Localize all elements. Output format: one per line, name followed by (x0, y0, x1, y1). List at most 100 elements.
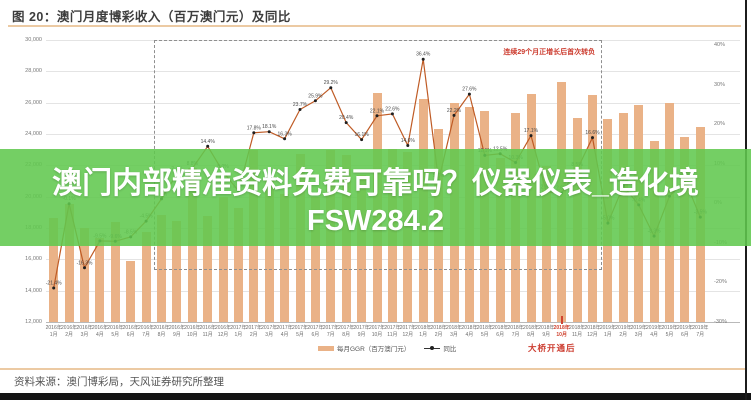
ggr-bar (141, 231, 151, 322)
x-axis-month-label: 2016年 9月 (168, 325, 185, 338)
right-axis-tick-label: 40% (714, 42, 726, 48)
x-axis-month-label: 2018年 4月 (461, 325, 478, 338)
yoy-point-label: 17.8% (247, 125, 262, 131)
x-axis-month-label: 2017年 8月 (338, 325, 355, 338)
yoy-point (452, 113, 456, 117)
x-axis-month-label: 2018年 2月 (430, 325, 447, 338)
yoy-point-label: 16.1% (355, 132, 370, 138)
yoy-point (267, 130, 271, 134)
yoy-point (390, 112, 394, 116)
yoy-point (591, 136, 594, 140)
x-axis-month-label: 2019年 5月 (661, 325, 678, 338)
x-axis-month-label: 2016年 5月 (107, 325, 124, 338)
ggr-bar (218, 197, 228, 322)
right-axis-tick-label: 20% (714, 121, 726, 128)
yoy-point-label: 16.3% (278, 131, 293, 137)
footer-divider (0, 368, 746, 370)
x-axis-month-label: 2018年 10月 (553, 325, 570, 338)
yoy-point-label: 20.4% (339, 115, 354, 121)
legend-item-ggr: 每月GGR（百万澳门元） (318, 343, 410, 353)
yoy-point (406, 144, 410, 147)
x-axis-month-label: 2018年 12月 (584, 325, 601, 338)
yoy-point-label: 29.2% (324, 80, 339, 86)
x-axis-month-label: 2017年 6月 (307, 325, 324, 338)
x-axis-month-label: 2016年 2月 (61, 325, 78, 338)
yoy-point-label: 16.6% (585, 130, 600, 136)
figure-title: 图 20：澳门月度博彩收入（百万澳门元）及同比 (12, 10, 291, 24)
gridline (46, 102, 740, 104)
legend: 每月GGR（百万澳门元） 同比 (318, 343, 456, 353)
x-axis-month-label: 2017年 4月 (276, 325, 293, 338)
yoy-point-label: 14.6% (401, 138, 416, 144)
x-axis-month-label: 2017年 10月 (368, 325, 386, 338)
left-axis-tick-label: 26,000 (25, 99, 42, 106)
x-axis-month-label: 2016年 7月 (138, 325, 155, 338)
x-axis-month-label: 2016年 10月 (184, 325, 201, 338)
gridline (46, 322, 740, 323)
x-axis-month-label: 2016年 4月 (91, 325, 108, 338)
ggr-bar (126, 261, 136, 322)
x-axis-month-label: 2016年 8月 (153, 325, 170, 338)
x-axis-month-label: 2019年 3月 (630, 325, 647, 338)
x-axis-month-label: 2018年 8月 (522, 325, 540, 338)
ggr-bar (357, 174, 367, 322)
x-axis-month-label: 2018年 9月 (538, 325, 555, 338)
ggr-bar (95, 238, 105, 322)
yoy-point (329, 86, 333, 90)
x-axis-month-label: 2016年 3月 (76, 325, 93, 338)
left-axis-tick-label: 12,000 (25, 319, 42, 325)
yoy-point (83, 266, 86, 270)
yoy-point-label: -21.4% (46, 281, 62, 287)
x-axis-month-label: 2017年 11月 (384, 325, 401, 338)
x-axis-month-label: 2018年 3月 (445, 325, 463, 338)
yoy-point-label: 27.6% (462, 87, 477, 93)
x-axis-month-label: 2018年 5月 (476, 325, 493, 338)
yoy-point-label: 22.2% (447, 108, 462, 114)
overlay-text-line1: 澳门内部精准资料免费可靠吗？仪器仪表_造化境 (52, 166, 699, 200)
yoy-point (52, 286, 56, 290)
ggr-bar (280, 194, 290, 322)
ggr-bar (203, 215, 213, 322)
ggr-bar (310, 196, 320, 322)
yoy-point-label: -16.3% (77, 260, 93, 266)
yoy-point (252, 131, 256, 135)
yoy-point (283, 137, 287, 141)
right-axis-tick-label: -30% (714, 319, 727, 325)
yoy-point (313, 99, 317, 103)
x-axis-month-label: 2017年 1月 (230, 325, 247, 338)
yoy-point-label: 14.4% (201, 139, 216, 145)
overlay-banner: 澳门内部精准资料免费可靠吗？仪器仪表_造化境 FSW284.2 (0, 149, 751, 246)
x-axis-month-label: 2017年 3月 (261, 325, 278, 338)
x-axis-month-label: 2017年 5月 (291, 325, 309, 338)
bridge-month-tick (560, 316, 563, 324)
yoy-point-label: 18.1% (262, 124, 277, 130)
yoy-point (467, 92, 471, 96)
yoy-point-label: 22.1% (370, 108, 385, 114)
x-axis-month-label: 2019年 7月 (692, 325, 709, 338)
yoy-point (375, 114, 379, 118)
x-axis-month-label: 2017年 12月 (399, 325, 416, 338)
x-axis-month-label: 2017年 7月 (322, 325, 339, 338)
left-axis-tick-label: 16,000 (25, 256, 42, 263)
yoy-point-label: 17.1% (524, 128, 539, 134)
left-axis-tick-label: 30,000 (25, 37, 42, 43)
yoy-point (360, 138, 364, 142)
x-axis-month-label: 2018年 6月 (492, 325, 509, 338)
ggr-bar (80, 228, 89, 322)
ggr-bar (264, 177, 274, 322)
ggr-bar-swatch-icon (318, 345, 334, 351)
legend-label-yoy: 同比 (443, 346, 457, 353)
ggr-bar (110, 221, 120, 322)
dashed-box-annotation: 连续29个月正增长后首次转负 (503, 49, 596, 56)
yoy-point-label: 22.6% (385, 106, 400, 112)
x-axis-month-label: 2017年 9月 (353, 325, 370, 338)
yoy-point (344, 121, 348, 125)
x-axis-month-label: 2017年 2月 (245, 325, 262, 338)
right-axis-tick-label: 30% (714, 81, 726, 88)
yoy-point (421, 57, 425, 61)
x-axis-month-label: 2016年 6月 (122, 325, 139, 338)
left-axis-tick-label: 28,000 (25, 68, 42, 75)
x-axis-month-label: 2016年 1月 (45, 325, 62, 338)
